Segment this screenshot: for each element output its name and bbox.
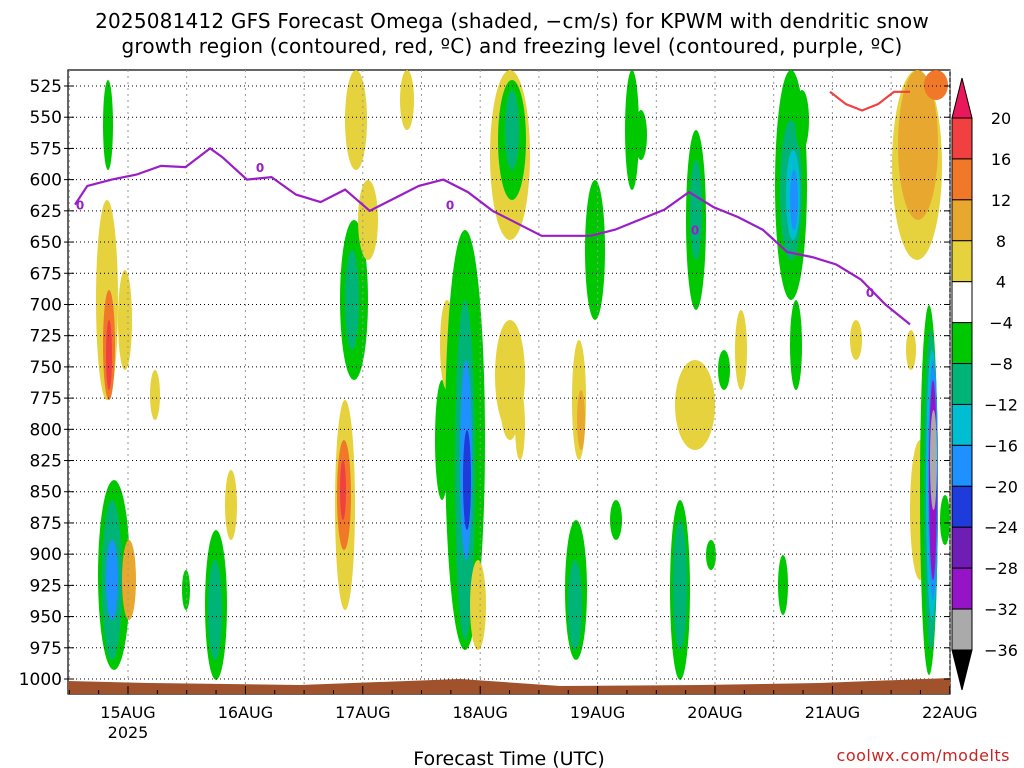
freezing-level-label: 0 (691, 224, 699, 238)
y-tick-label: 725 (30, 327, 62, 347)
colorbar-segment (951, 117, 973, 160)
colorbar-segment (951, 240, 973, 283)
colorbar-label: 20 (991, 109, 1011, 128)
x-axis: 15AUG 16AUG 17AUG 18AUG 19AUG 20AUG 21AUG 22AUG… (68, 686, 978, 742)
x-tick-label: 22AUG (922, 703, 977, 722)
colorbar-label: 16 (991, 150, 1011, 169)
dendritic-growth-contour (829, 90, 910, 112)
gridlines (68, 70, 951, 694)
y-tick-label: 750 (30, 358, 62, 378)
x-tick-label: 20AUG (687, 703, 742, 722)
x-tick-label: 15AUG (100, 703, 155, 722)
colorbar-label: −24 (984, 518, 1018, 537)
y-tick-label: 950 (30, 608, 62, 628)
freezing-level-label: 0 (446, 199, 454, 213)
colorbar-segment (951, 158, 973, 201)
contour-lines: 0 0 0 0 0 (74, 90, 911, 326)
colorbar-top-arrow (951, 77, 973, 119)
colorbar-segment (951, 526, 973, 569)
y-tick-label: 800 (30, 420, 62, 440)
y-tick-label: 875 (30, 514, 62, 534)
chart-title-line-2: growth region (contoured, red, ºC) and f… (121, 34, 903, 58)
colorbar-label: −28 (984, 559, 1018, 578)
freezing-level-label: 0 (76, 199, 84, 213)
y-tick-label: 975 (30, 639, 62, 659)
x-tick-label: 17AUG (335, 703, 390, 722)
x-tick-label: 19AUG (570, 703, 625, 722)
colorbar-label: −16 (984, 436, 1018, 455)
colorbar: 20 16 12 8 4 −4 −8 −12 −16 −20 −24 −28 −32 −36 (951, 77, 1018, 691)
omega-shading (96, 70, 950, 680)
y-tick-label: 675 (30, 264, 62, 284)
colorbar-label: 4 (996, 273, 1006, 292)
colorbar-label: 8 (996, 232, 1006, 251)
colorbar-label: −20 (984, 477, 1018, 496)
colorbar-label: −12 (984, 395, 1018, 414)
colorbar-segment (951, 199, 973, 242)
colorbar-label: −8 (989, 355, 1013, 374)
y-tick-label: 525 (30, 77, 62, 97)
y-tick-label: 575 (30, 139, 62, 159)
ground-fill (68, 678, 950, 694)
colorbar-segment (951, 608, 973, 651)
colorbar-segment (951, 485, 973, 528)
y-tick-label: 900 (30, 545, 62, 565)
y-tick-label: 850 (30, 483, 62, 503)
y-tick-label: 775 (30, 389, 62, 409)
y-tick-label: 1000 (19, 670, 62, 690)
freezing-level-label: 0 (866, 286, 874, 300)
colorbar-segment (951, 322, 973, 365)
freezing-level-contour (74, 147, 911, 326)
colorbar-label: −4 (989, 314, 1013, 333)
watermark: coolwx.com/modelts (836, 746, 1010, 765)
x-tick-label: 18AUG (452, 703, 507, 722)
x-axis-label: Forecast Time (UTC) (413, 748, 604, 768)
x-tick-label: 16AUG (218, 703, 273, 722)
colorbar-segment (951, 403, 973, 446)
colorbar-segment (951, 567, 973, 610)
colorbar-label: −32 (984, 600, 1018, 619)
y-tick-label: 700 (30, 295, 62, 315)
y-tick-label: 550 (30, 108, 62, 128)
freezing-level-label: 0 (256, 161, 264, 175)
x-tick-label: 21AUG (805, 703, 860, 722)
colorbar-label: 12 (991, 191, 1011, 210)
colorbar-segment (951, 444, 973, 487)
colorbar-label: −36 (984, 641, 1018, 660)
colorbar-segment (951, 363, 973, 405)
y-tick-label: 625 (30, 202, 62, 222)
y-axis: 525 550 575 600 625 650 675 700 725 750 775 800 825 8… (19, 77, 950, 690)
y-tick-label: 825 (30, 452, 62, 472)
chart-title-line-1: 2025081412 GFS Forecast Omega (shaded, −… (95, 9, 929, 33)
colorbar-bottom-arrow (951, 649, 973, 691)
ground-surface (68, 678, 950, 694)
y-tick-label: 925 (30, 576, 62, 596)
x-year-label: 2025 (108, 723, 149, 742)
y-tick-label: 650 (30, 233, 62, 253)
y-tick-label: 600 (30, 171, 62, 191)
colorbar-segment (951, 281, 973, 324)
